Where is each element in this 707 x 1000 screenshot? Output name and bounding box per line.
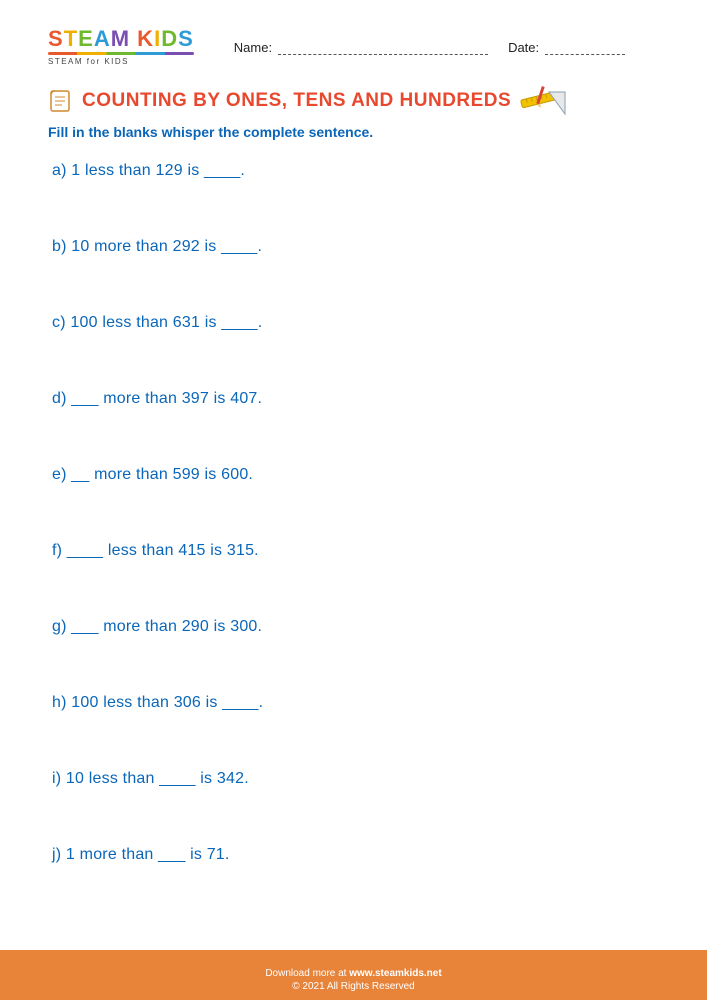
date-label: Date: — [508, 40, 539, 55]
logo-letter: K — [137, 26, 154, 51]
logo-letter: T — [64, 26, 78, 51]
logo: STEAM KIDS STEAM for KIDS — [48, 28, 194, 66]
paper-icon — [48, 88, 74, 114]
footer-text: Download more at — [265, 968, 349, 979]
logo-letter: A — [94, 26, 111, 51]
logo-letter: S — [178, 26, 194, 51]
footer-url[interactable]: www.steamkids.net — [349, 968, 441, 979]
footer-copyright: © 2021 All Rights Reserved — [0, 981, 707, 992]
question-item: e) __ more than 599 is 600. — [52, 466, 659, 484]
logo-letter: E — [78, 26, 94, 51]
name-input-line[interactable] — [278, 41, 488, 55]
footer: Download more at www.steamkids.net © 202… — [0, 950, 707, 1000]
logo-underline — [48, 52, 194, 55]
question-item: f) ____ less than 415 is 315. — [52, 542, 659, 560]
footer-download-line: Download more at www.steamkids.net — [0, 968, 707, 979]
question-item: h) 100 less than 306 is ____. — [52, 694, 659, 712]
name-date-fields: Name: Date: — [194, 40, 659, 55]
logo-letter: S — [48, 26, 64, 51]
question-item: b) 10 more than 292 is ____. — [52, 238, 659, 256]
ruler-pencil-icon — [519, 84, 567, 118]
question-item: g) ___ more than 290 is 300. — [52, 618, 659, 636]
question-item: a) 1 less than 129 is ____. — [52, 162, 659, 180]
header: STEAM KIDS STEAM for KIDS Name: Date: — [48, 28, 659, 66]
questions-list: a) 1 less than 129 is ____. b) 10 more t… — [48, 162, 659, 864]
logo-letter: M — [111, 26, 130, 51]
date-input-line[interactable] — [545, 41, 625, 55]
name-label: Name: — [234, 40, 272, 55]
question-item: i) 10 less than ____ is 342. — [52, 770, 659, 788]
question-item: c) 100 less than 631 is ____. — [52, 314, 659, 332]
worksheet-title: COUNTING BY ONES, TENS AND HUNDREDS — [82, 90, 511, 112]
logo-wordmark: STEAM KIDS — [48, 28, 194, 50]
date-field: Date: — [508, 40, 625, 55]
name-field: Name: — [234, 40, 488, 55]
question-item: j) 1 more than ___ is 71. — [52, 846, 659, 864]
question-item: d) ___ more than 397 is 407. — [52, 390, 659, 408]
logo-letter: D — [161, 26, 178, 51]
logo-tagline: STEAM for KIDS — [48, 57, 194, 66]
title-row: COUNTING BY ONES, TENS AND HUNDREDS — [48, 84, 659, 118]
instruction-text: Fill in the blanks whisper the complete … — [48, 124, 659, 140]
